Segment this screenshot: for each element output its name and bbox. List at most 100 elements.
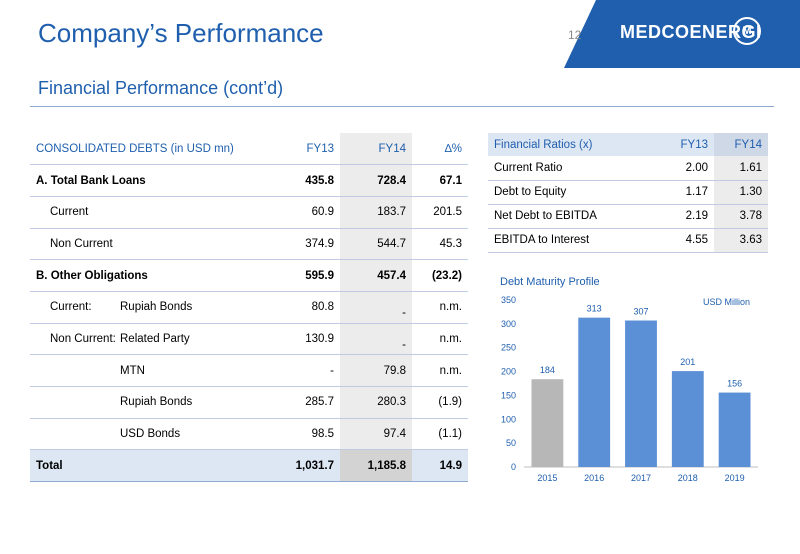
row-fy14: 280.3 <box>340 386 412 419</box>
financial-ratios-table: Financial Ratios (x) FY13 FY14 Current R… <box>488 133 768 253</box>
data-label: 156 <box>727 379 742 389</box>
debt-header-label: CONSOLIDATED DEBTS (in USD mn) <box>36 142 234 155</box>
debt-header-change: ∆% <box>444 142 462 155</box>
row-category: Non Current: <box>50 332 116 345</box>
table-row: MTN - 79.8 n.m. <box>30 354 468 387</box>
row-fy13: 1,031.7 <box>295 459 334 472</box>
ratio-table-header: Financial Ratios (x) FY13 FY14 <box>488 133 768 156</box>
y-tick-label: 100 <box>501 414 516 424</box>
row-label: Current: Rupiah Bonds <box>30 291 256 323</box>
row-change: n.m. <box>439 332 462 345</box>
table-row: Net Debt to EBITDA 2.19 3.78 <box>488 204 768 229</box>
data-label: 307 <box>633 307 648 317</box>
y-tick-label: 350 <box>501 295 516 305</box>
row-fy14: 79.8 <box>340 354 412 387</box>
row-fy13: 80.8 <box>311 301 334 314</box>
ratio-fy14: 3.63 <box>714 228 768 253</box>
row-label: B. Other Obligations <box>36 269 148 282</box>
ratio-fy13: 2.19 <box>658 204 714 229</box>
row-sublabel: Related Party <box>120 332 190 345</box>
debt-header-fy14: FY14 <box>340 133 412 165</box>
row-label: MTN <box>120 364 145 377</box>
row-change: (1.9) <box>438 396 462 409</box>
ratio-fy13: 1.17 <box>658 180 714 205</box>
bar-2016 <box>578 317 611 467</box>
y-tick-label: 50 <box>506 438 516 448</box>
subtitle-divider <box>30 106 774 107</box>
bar-2015 <box>531 379 564 467</box>
row-fy14-value: - <box>402 307 406 320</box>
debt-table-header: CONSOLIDATED DEBTS (in USD mn) FY13 FY14… <box>30 133 468 165</box>
table-row-total: Total 1,031.7 1,185.8 14.9 <box>30 449 468 482</box>
unit-label: USD Million <box>703 297 750 307</box>
row-change: 67.1 <box>439 174 462 187</box>
row-change: 45.3 <box>439 237 462 250</box>
row-fy13: 374.9 <box>305 237 334 250</box>
ratio-fy14: 1.30 <box>714 180 768 205</box>
page-title: Company’s Performance <box>38 18 324 48</box>
row-fy14: - <box>340 291 412 324</box>
row-fy14: 97.4 <box>340 418 412 450</box>
ratio-label: Net Debt to EBITDA <box>488 204 658 229</box>
bar-2017 <box>625 320 657 467</box>
table-row: B. Other Obligations 595.9 457.4 (23.2) <box>30 259 468 292</box>
row-fy13: - <box>330 364 334 377</box>
x-tick-label: 2018 <box>678 473 698 483</box>
row-label: USD Bonds <box>120 428 181 441</box>
y-tick-label: 250 <box>501 343 516 353</box>
row-fy14: 183.7 <box>340 196 412 229</box>
table-row: Current 60.9 183.7 201.5 <box>30 196 468 229</box>
ratio-fy13: 2.00 <box>658 156 714 181</box>
row-fy13: 130.9 <box>305 332 334 345</box>
y-tick-label: 0 <box>511 462 516 472</box>
row-fy14-value: - <box>402 338 406 351</box>
chart-title: Debt Maturity Profile <box>500 276 600 288</box>
row-label: Total <box>36 459 63 472</box>
row-label: Current <box>50 206 89 219</box>
ratio-header-label: Financial Ratios (x) <box>488 133 658 156</box>
row-change: (23.2) <box>431 269 462 282</box>
y-tick-label: 300 <box>501 319 516 329</box>
ratio-fy13: 4.55 <box>658 228 714 253</box>
ratio-fy14: 1.61 <box>714 156 768 181</box>
data-label: 201 <box>680 357 695 367</box>
debt-maturity-chart: 0 50 100 150 200 250 300 350 184 2015 313 2016 307 20… <box>501 295 758 483</box>
row-label: Rupiah Bonds <box>120 396 193 409</box>
ratio-fy14: 3.78 <box>714 204 768 229</box>
consolidated-debts-table: CONSOLIDATED DEBTS (in USD mn) FY13 FY14… <box>30 133 468 482</box>
row-change: n.m. <box>439 364 462 377</box>
row-change: (1.1) <box>438 428 462 441</box>
table-row: Debt to Equity 1.17 1.30 <box>488 180 768 205</box>
table-row: Non Current: Related Party 130.9 - n.m. <box>30 323 468 355</box>
x-tick-label: 2019 <box>725 473 745 483</box>
company-logo-text: MEDCOENERGI <box>620 22 762 42</box>
table-row: Current Ratio 2.00 1.61 <box>488 156 768 181</box>
bar-2019 <box>718 392 751 467</box>
x-tick-label: 2016 <box>584 473 604 483</box>
row-change: n.m. <box>439 301 462 314</box>
table-row: Non Current 374.9 544.7 45.3 <box>30 228 468 260</box>
debt-header-fy13: FY13 <box>306 142 335 155</box>
x-tick-label: 2017 <box>631 473 651 483</box>
ratio-label: EBITDA to Interest <box>488 228 658 253</box>
row-fy14: 728.4 <box>340 164 412 197</box>
data-label: 184 <box>540 365 555 375</box>
table-row: EBITDA to Interest 4.55 3.63 <box>488 228 768 253</box>
row-fy14: 1,185.8 <box>340 449 412 482</box>
row-fy14: 544.7 <box>340 228 412 260</box>
row-fy14: 457.4 <box>340 259 412 292</box>
row-fy13: 435.8 <box>305 174 334 187</box>
y-tick-label: 150 <box>501 390 516 400</box>
row-change: 14.9 <box>439 459 462 472</box>
table-row: Rupiah Bonds 285.7 280.3 (1.9) <box>30 386 468 419</box>
page-number: 12 <box>568 28 582 42</box>
data-label: 313 <box>587 304 602 314</box>
bar-2018 <box>671 371 704 467</box>
row-label: A. Total Bank Loans <box>36 174 146 187</box>
row-label: Non Current: Related Party <box>30 323 256 355</box>
section-subtitle: Financial Performance (cont’d) <box>38 78 284 98</box>
row-fy13: 98.5 <box>311 428 334 441</box>
company-logo-icon: M <box>733 17 761 45</box>
row-fy13: 595.9 <box>305 269 334 282</box>
row-fy13: 60.9 <box>311 206 334 219</box>
